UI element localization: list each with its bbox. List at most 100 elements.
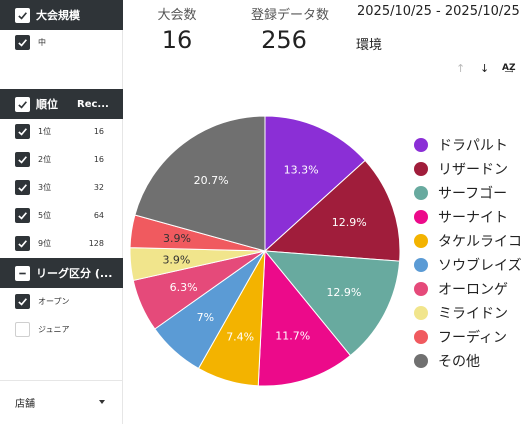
legend-swatch	[414, 282, 428, 296]
sort-descending-icon[interactable]: ↓	[480, 62, 490, 75]
tournament-count-label: 大会数	[157, 8, 197, 23]
checkmark-icon	[18, 155, 27, 164]
legend-swatch	[414, 258, 428, 272]
option-label: 1位	[38, 126, 52, 136]
option-label: ジュニア	[38, 324, 70, 334]
ranking-filter-header[interactable]: 順位 Rec...	[0, 89, 123, 119]
option-count: 16	[93, 154, 104, 164]
pie-slice-label-1: 12.9%	[332, 216, 367, 229]
record-count-column-header[interactable]: Rec...	[77, 98, 109, 110]
store-dropdown[interactable]: 店舗	[0, 380, 123, 424]
sort-alphabetical-icon[interactable]: A͢Z	[502, 63, 516, 73]
option-label: 9位	[38, 238, 52, 248]
pie-chart: 13.3% 12.9% 12.9% 11.7% 7.4% 7% 6.3% 3.9% 3.9% 20…	[129, 115, 401, 387]
filter-option-junior[interactable]: ジュニア	[0, 319, 123, 339]
filter-option-rank-5[interactable]: 5位 64	[0, 205, 123, 225]
pie-slice-0[interactable]	[264, 115, 366, 253]
filter-title: リーグ区分 (...	[36, 267, 113, 280]
pie-slice-3[interactable]	[257, 249, 352, 387]
filter-option-rank-9[interactable]: 9位 128	[0, 233, 123, 253]
option-label: 2位	[38, 154, 52, 164]
record-count-label: 登録データ数	[250, 8, 329, 23]
checkbox[interactable]	[15, 123, 30, 139]
checkmark-icon	[18, 183, 27, 192]
select-all-checkbox[interactable]	[15, 96, 30, 112]
pie-slice-label-5: 7%	[197, 311, 214, 324]
legend-item-9[interactable]: その他	[414, 349, 522, 373]
option-count: 64	[93, 210, 104, 220]
legend-item-6[interactable]: オーロンゲ	[414, 277, 522, 301]
legend-item-3[interactable]: サーナイト	[414, 205, 522, 229]
legend-label: オーロンゲ	[438, 282, 508, 298]
option-count: 128	[88, 238, 104, 248]
legend-label: サーナイト	[438, 210, 508, 226]
option-label: オープン	[38, 296, 70, 306]
option-label: 5位	[38, 210, 52, 220]
checkbox[interactable]	[15, 34, 30, 50]
pie-slice-label-4: 7.4%	[226, 330, 254, 343]
checkbox[interactable]	[15, 179, 30, 195]
legend-item-0[interactable]: ドラパルト	[414, 133, 522, 157]
legend-label: ドラパルト	[438, 138, 508, 154]
checkmark-icon	[18, 38, 27, 47]
checkmark-icon	[18, 239, 27, 248]
legend-swatch	[414, 354, 428, 368]
checkbox[interactable]	[15, 321, 30, 337]
legend-swatch	[414, 306, 428, 320]
tournament-scale-filter-header[interactable]: 大会規模	[0, 0, 123, 30]
filter-title: 大会規模	[36, 9, 80, 22]
pie-slice-2[interactable]	[263, 250, 401, 357]
record-count-value: 256	[261, 26, 307, 54]
pie-slice-label-3: 11.7%	[275, 330, 310, 343]
caret-down-icon	[99, 400, 105, 404]
filter-option-medium[interactable]: 中	[0, 32, 123, 52]
legend-item-8[interactable]: フーディン	[414, 325, 522, 349]
filter-option-rank-2[interactable]: 2位 16	[0, 149, 123, 169]
legend-item-2[interactable]: サーフゴー	[414, 181, 522, 205]
minus-icon	[19, 272, 26, 274]
legend-item-5[interactable]: ソウブレイズ	[414, 253, 522, 277]
pie-slice-1[interactable]	[263, 159, 401, 262]
legend-label: サーフゴー	[438, 186, 508, 202]
checkbox[interactable]	[15, 293, 30, 309]
legend-label: タケルライコ	[438, 234, 522, 250]
tournament-count-value: 16	[161, 26, 193, 54]
legend-item-1[interactable]: リザードン	[414, 157, 522, 181]
league-filter-header[interactable]: リーグ区分 (...	[0, 258, 123, 288]
option-count: 16	[93, 126, 104, 136]
pie-slice-9[interactable]	[134, 115, 266, 252]
select-all-checkbox[interactable]	[15, 265, 30, 281]
legend-swatch	[414, 162, 428, 176]
legend-swatch	[414, 138, 428, 152]
legend-label: ソウブレイズ	[438, 258, 522, 274]
pie-slice-label-2: 12.9%	[326, 286, 361, 299]
select-all-checkbox[interactable]	[15, 7, 30, 23]
checkmark-icon	[18, 211, 27, 220]
legend-swatch	[414, 234, 428, 248]
legend-label: ミライドン	[438, 306, 508, 322]
filter-option-rank-1[interactable]: 1位 16	[0, 121, 123, 141]
environment-label: 環境	[356, 38, 383, 53]
pie-slice-label-6: 6.3%	[170, 281, 198, 294]
sort-ascending-icon[interactable]: ↑	[456, 62, 466, 75]
checkbox[interactable]	[15, 207, 30, 223]
filter-title: 順位	[36, 98, 58, 111]
dropdown-label: 店舗	[15, 399, 35, 410]
date-range-picker[interactable]: 2025/10/25 - 2025/10/25	[357, 4, 520, 19]
legend-swatch	[414, 210, 428, 224]
checkbox[interactable]	[15, 151, 30, 167]
option-label: 中	[38, 37, 46, 47]
filter-option-rank-3[interactable]: 3位 32	[0, 177, 123, 197]
checkbox[interactable]	[15, 235, 30, 251]
checkmark-icon	[18, 100, 27, 109]
legend-swatch	[414, 186, 428, 200]
legend-item-7[interactable]: ミライドン	[414, 301, 522, 325]
pie-slice-label-7: 3.9%	[162, 254, 190, 267]
checkmark-icon	[18, 127, 27, 136]
legend-label: その他	[438, 354, 480, 370]
chart-legend: ドラパルトリザードンサーフゴーサーナイトタケルライコ ソウブレイズ オーロンゲミライ…	[414, 133, 522, 373]
option-label: 3位	[38, 182, 52, 192]
filter-option-open[interactable]: オープン	[0, 291, 123, 311]
legend-item-4[interactable]: タケルライコ	[414, 229, 522, 253]
filter-sidebar: 大会規模 中 順位 Rec... 1位 16 2位 16 3位 32 5位 64…	[0, 0, 123, 424]
